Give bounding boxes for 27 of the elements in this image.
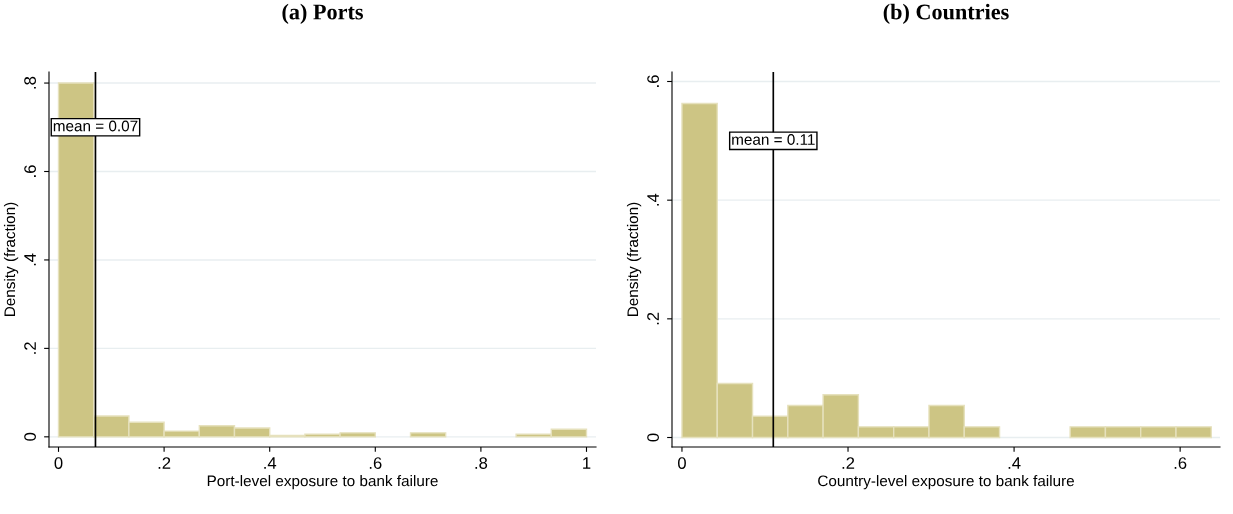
y-tick-label: .6 bbox=[24, 165, 36, 177]
y-tick-label: .2 bbox=[24, 342, 36, 354]
y-tick-label: .4 bbox=[24, 253, 36, 266]
y-tick-label: .8 bbox=[24, 76, 36, 89]
y-tick-label: 0 bbox=[647, 433, 659, 442]
x-tick-label: .4 bbox=[1008, 457, 1021, 469]
ref-line-label: mean = 0.07 bbox=[53, 120, 138, 132]
x-tick-label: 0 bbox=[54, 457, 63, 469]
x-tick-label: .6 bbox=[369, 457, 382, 469]
x-tick-label: .6 bbox=[1174, 457, 1187, 469]
y-tick-label: .2 bbox=[647, 312, 659, 325]
y-axis-title: Density (fraction) bbox=[626, 202, 642, 316]
y-axis-title: Density (fraction) bbox=[3, 202, 19, 316]
chart-title: (a) Ports bbox=[282, 3, 363, 24]
x-tick-label: .4 bbox=[264, 457, 277, 469]
x-tick-label: .2 bbox=[842, 457, 855, 469]
x-tick-label: .8 bbox=[475, 457, 488, 469]
x-axis-title: Country-level exposure to bank failure bbox=[818, 475, 1074, 490]
ref-line-label: mean = 0.11 bbox=[732, 134, 815, 145]
x-tick-label: .2 bbox=[158, 457, 171, 469]
x-tick-label: 1 bbox=[583, 457, 591, 469]
y-tick-label: .6 bbox=[647, 75, 659, 87]
y-tick-label: 0 bbox=[24, 432, 36, 441]
x-axis-title: Port-level exposure to bank failure bbox=[207, 475, 438, 490]
x-tick-label: 0 bbox=[677, 457, 686, 469]
chart-title: (b) Countries bbox=[883, 3, 1009, 24]
y-tick-label: .4 bbox=[647, 193, 659, 206]
